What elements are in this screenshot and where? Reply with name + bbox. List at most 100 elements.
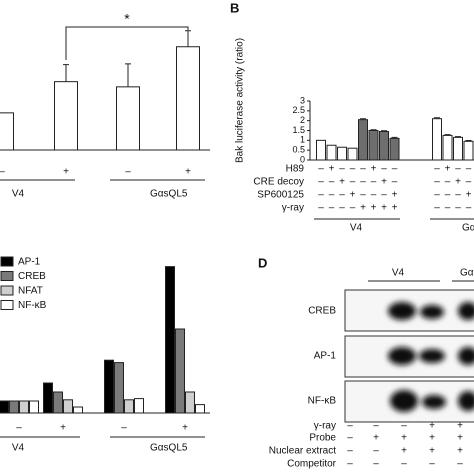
- condition-sign: –: [373, 421, 379, 432]
- condition-sign: –: [339, 203, 345, 214]
- bar: [175, 328, 185, 414]
- condition-sign: +: [457, 421, 463, 432]
- condition-sign: +: [466, 190, 472, 201]
- legend-label: NFAT: [18, 286, 43, 297]
- bar: [73, 406, 83, 414]
- condition-sign: –: [329, 203, 335, 214]
- bar: [19, 400, 29, 414]
- condition-sign: –: [329, 177, 335, 188]
- condition-sign: –: [401, 459, 407, 470]
- condition-sign: +: [429, 446, 435, 457]
- x-tick-label: –: [16, 423, 22, 434]
- lane-label: AP-1: [314, 351, 337, 362]
- condition-sign: –: [373, 446, 379, 457]
- condition-sign: +: [350, 190, 356, 201]
- condition-sign: +: [371, 203, 377, 214]
- panel-label: B: [230, 0, 239, 15]
- bar: [358, 119, 368, 161]
- condition-sign: –: [347, 421, 353, 432]
- bar: [463, 140, 474, 161]
- condition-sign: –: [373, 459, 379, 470]
- x-tick-label: –: [0, 167, 5, 178]
- condition-sign: +: [371, 164, 377, 175]
- condition-sign: +: [329, 164, 335, 175]
- condition-sign: –: [455, 164, 461, 175]
- annotation: *: [124, 11, 130, 27]
- group-label: GαsQL5: [462, 223, 474, 234]
- condition-sign: –: [429, 459, 435, 470]
- y-tick-label: 2: [300, 115, 305, 125]
- y-tick-label: 1: [300, 135, 305, 145]
- condition-sign: +: [373, 433, 379, 444]
- legend-label: NF-κB: [18, 300, 47, 311]
- bar: [176, 46, 200, 151]
- error-bar: [370, 129, 377, 131]
- bar: [116, 86, 140, 151]
- condition-label: Probe: [309, 433, 336, 444]
- legend-swatch: [0, 256, 14, 267]
- condition-sign: –: [347, 433, 353, 444]
- x-tick-label: +: [60, 423, 66, 434]
- legend-swatch: [0, 300, 14, 310]
- bar: [54, 81, 78, 151]
- condition-sign: –: [466, 164, 472, 175]
- error-bar: [455, 136, 461, 138]
- condition-sign: –: [329, 190, 335, 201]
- condition-sign: –: [392, 177, 398, 188]
- bar: [43, 382, 53, 414]
- condition-sign: –: [381, 164, 387, 175]
- condition-sign: +: [401, 446, 407, 457]
- group-label: V4: [350, 223, 363, 234]
- x-tick-label: +: [185, 167, 191, 178]
- condition-sign: –: [318, 177, 324, 188]
- condition-sign: –: [350, 164, 356, 175]
- condition-sign: +: [381, 177, 387, 188]
- group-label: V4: [392, 268, 405, 279]
- condition-sign: +: [457, 433, 463, 444]
- condition-sign: –: [339, 190, 345, 201]
- condition-sign: –: [371, 177, 377, 188]
- condition-sign: +: [429, 421, 435, 432]
- x-tick-label: –: [125, 167, 131, 178]
- condition-sign: –: [318, 203, 324, 214]
- condition-sign: –: [434, 190, 440, 201]
- condition-sign: –: [360, 164, 366, 175]
- blot-bands: [388, 302, 474, 412]
- condition-sign: –: [445, 177, 451, 188]
- error-bar: [391, 136, 398, 139]
- group-label: V4: [12, 443, 25, 454]
- condition-sign: –: [445, 190, 451, 201]
- legend-label: AP-1: [18, 257, 41, 268]
- group-label: V4: [12, 189, 25, 200]
- bar: [114, 362, 124, 414]
- panel-label: D: [258, 255, 267, 270]
- condition-sign: +: [401, 433, 407, 444]
- error-bar: [465, 140, 472, 142]
- group-label: GαsQL5: [150, 443, 188, 454]
- bar: [9, 400, 19, 414]
- condition-sign: –: [371, 190, 377, 201]
- y-tick-label: 1.5: [292, 125, 305, 135]
- condition-sign: +: [445, 164, 451, 175]
- condition-sign: –: [360, 190, 366, 201]
- condition-label: γ-ray: [282, 203, 304, 214]
- bar: [63, 399, 73, 414]
- condition-sign: +: [360, 203, 366, 214]
- condition-sign: +: [392, 203, 398, 214]
- error-bar: [185, 30, 191, 47]
- bar: [442, 134, 453, 161]
- condition-sign: +: [381, 203, 387, 214]
- condition-sign: +: [455, 177, 461, 188]
- bar: [134, 398, 144, 414]
- condition-sign: –: [350, 177, 356, 188]
- x-tick-label: +: [182, 423, 188, 434]
- y-axis-title: Bak luciferase activity (ratio): [235, 38, 246, 163]
- bar: [165, 266, 175, 414]
- condition-sign: –: [339, 164, 345, 175]
- bar: [379, 130, 389, 161]
- significance-bracket: [65, 26, 189, 60]
- condition-sign: –: [434, 177, 440, 188]
- condition-label: SP600125: [257, 190, 304, 201]
- condition-sign: –: [360, 177, 366, 188]
- condition-sign: +: [392, 190, 398, 201]
